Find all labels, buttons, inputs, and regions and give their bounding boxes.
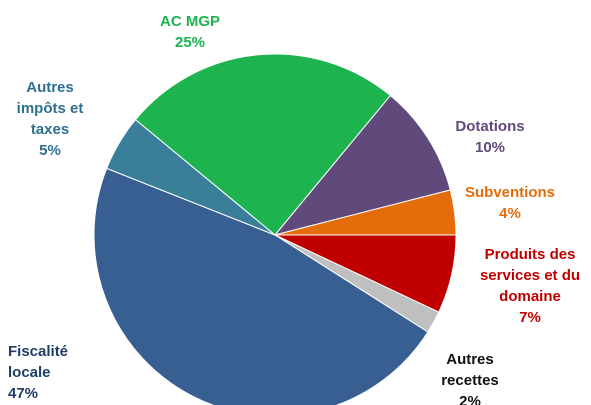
slice-label: Fiscalité locale 47% [8, 341, 88, 404]
value-label: 47% [8, 385, 39, 402]
pie-slice [273, 94, 451, 236]
value-label: 10% [474, 139, 506, 156]
category-label: Subventions [464, 184, 555, 201]
slice-label: Produits des services et du domaine 7% [465, 244, 591, 328]
category-label: Autres impôts et taxes [16, 79, 84, 138]
pie-slice [134, 53, 392, 236]
category-label: Dotations [455, 118, 525, 135]
value-label: 2% [459, 393, 481, 405]
category-label: Produits des services et du domaine [479, 246, 581, 305]
slice-label: Autres recettes 2% [430, 349, 510, 405]
category-label: AC MGP [160, 13, 220, 30]
value-label: 4% [499, 205, 521, 222]
slice-label: Autres impôts et taxes 5% [10, 77, 90, 161]
pie-slice [274, 189, 457, 236]
slice-label: AC MGP 25% [140, 11, 240, 53]
value-label: 25% [174, 34, 206, 51]
value-label: 7% [519, 309, 541, 326]
value-label: 5% [39, 142, 61, 159]
slice-label: Dotations 10% [435, 116, 545, 158]
category-label: Fiscalité locale [8, 343, 69, 381]
slice-label: Subventions 4% [455, 182, 565, 224]
category-label: Autres recettes [441, 351, 499, 389]
pie-slice [93, 167, 429, 405]
